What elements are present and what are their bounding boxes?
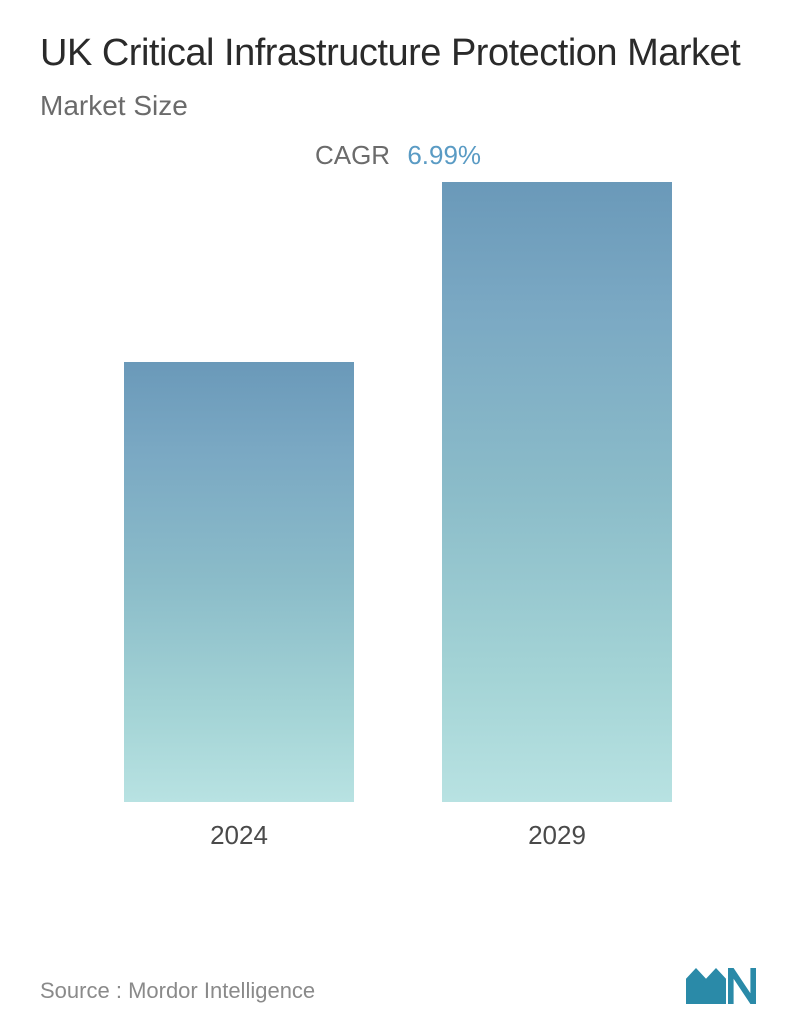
bar-group-2029: 2029: [427, 182, 687, 851]
cagr-label: CAGR: [315, 140, 390, 170]
bar-2024: [124, 362, 354, 802]
bar-2029: [442, 182, 672, 802]
source-text: Source : Mordor Intelligence: [40, 978, 315, 1004]
source-name: Mordor Intelligence: [128, 978, 315, 1003]
logo-m-glyph: [686, 968, 726, 1004]
bar-label-2029: 2029: [528, 820, 586, 851]
source-label: Source :: [40, 978, 122, 1003]
footer: Source : Mordor Intelligence: [40, 968, 756, 1004]
bar-group-2024: 2024: [109, 362, 369, 851]
chart-title: UK Critical Infrastructure Protection Ma…: [40, 30, 756, 78]
cagr-value: 6.99%: [407, 140, 481, 170]
cagr-row: CAGR 6.99%: [40, 140, 756, 171]
mordor-logo-icon: [686, 968, 756, 1004]
bar-label-2024: 2024: [210, 820, 268, 851]
logo-n-glyph: [728, 968, 756, 1004]
bar-chart: 2024 2029: [40, 211, 756, 851]
chart-subtitle: Market Size: [40, 90, 756, 122]
